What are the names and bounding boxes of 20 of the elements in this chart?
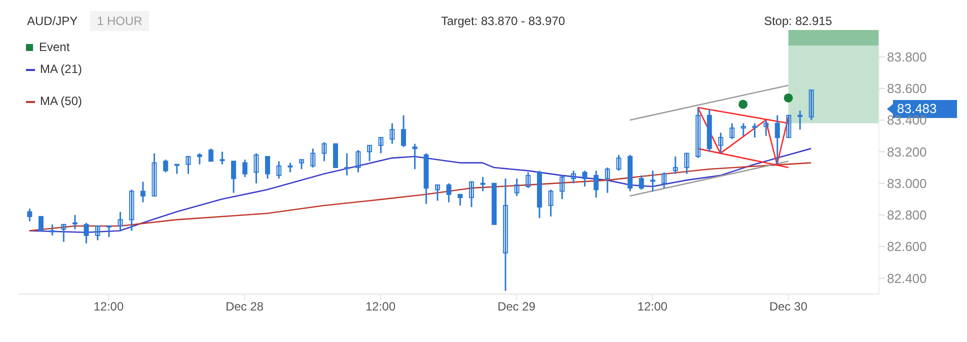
legend-label: MA (21) <box>39 62 82 78</box>
chart-title: AUD/JPY <box>27 14 78 28</box>
chart-subtitle: 1 HOUR <box>90 11 150 31</box>
y-tick-label: 82.600 <box>887 239 927 254</box>
x-tick-label: Dec 30 <box>769 300 808 314</box>
y-tick-label: 82.800 <box>887 208 927 223</box>
text: Stop: 82.915 <box>764 14 832 28</box>
x-tick-label: 12:00 <box>637 300 668 314</box>
x-tick-label: 12:00 <box>94 300 124 314</box>
legend-label: MA (50) <box>39 94 82 110</box>
y-tick-label: 83.800 <box>887 49 927 64</box>
x-tick-label: Dec 28 <box>226 300 264 314</box>
x-tick-label: 12:00 <box>366 300 396 314</box>
y-tick-label: 82.400 <box>887 270 927 286</box>
legend-label: Event <box>38 40 71 56</box>
x-tick-label: Dec 29 <box>497 300 536 314</box>
text: Target: 83.870 - 83.970 <box>440 14 566 28</box>
y-tick-label: 83.200 <box>887 144 927 160</box>
y-tick-label: 83.600 <box>887 81 927 96</box>
y-tick-label: 83.000 <box>887 176 927 191</box>
